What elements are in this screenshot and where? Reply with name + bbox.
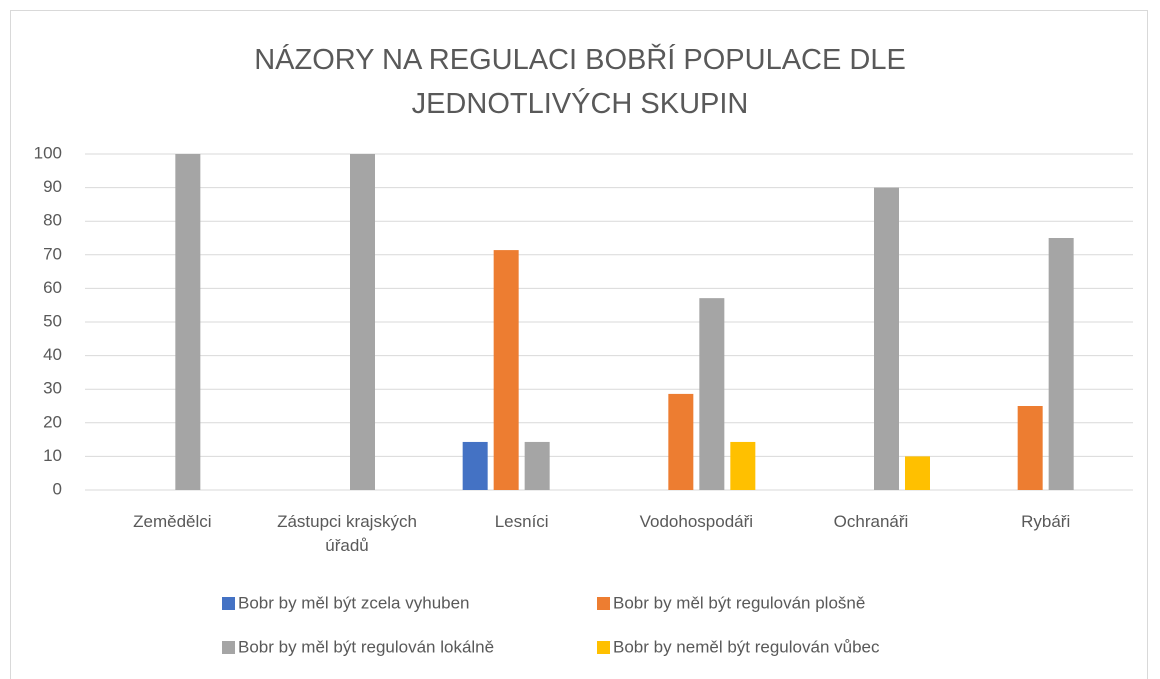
y-tick-label: 30 [43, 379, 62, 398]
legend-label: Bobr by neměl být regulován vůbec [613, 637, 880, 656]
y-tick-label: 90 [43, 177, 62, 196]
legend-label: Bobr by měl být zcela vyhuben [238, 593, 470, 612]
y-tick-label: 0 [53, 479, 62, 498]
y-tick-label: 50 [43, 311, 62, 330]
bar [524, 441, 550, 490]
legend-swatch [222, 597, 235, 610]
legend-label: Bobr by měl být regulován lokálně [238, 637, 494, 656]
x-tick-label: Lesníci [494, 512, 549, 531]
y-tick-label: 40 [43, 345, 62, 364]
x-tick-label: Zemědělci [133, 512, 212, 531]
x-tick-label: Ochranáři [833, 512, 909, 531]
legend-swatch [222, 641, 235, 654]
bar [874, 187, 899, 490]
y-tick-label: 20 [43, 412, 62, 431]
y-tick-label: 10 [43, 446, 62, 465]
bar [1017, 406, 1043, 490]
chart-frame [10, 10, 1148, 679]
bar [699, 298, 725, 490]
legend-label: Bobr by měl být regulován plošně [613, 593, 865, 612]
y-tick-label: 60 [43, 278, 62, 297]
bar [493, 250, 519, 490]
legend-swatch [597, 641, 610, 654]
bar [350, 154, 375, 490]
legend-swatch [597, 597, 610, 610]
bar [175, 154, 201, 490]
chart-title: NÁZORY NA REGULACI BOBŘÍ POPULACE DLE JE… [254, 44, 906, 120]
x-tick-label: Rybáři [1021, 512, 1071, 531]
y-tick-label: 80 [43, 211, 62, 230]
bar [905, 456, 930, 490]
bar [668, 393, 694, 490]
x-tick-label: Zástupci krajských úřadů [277, 512, 417, 555]
bar [462, 441, 488, 490]
x-tick-label: Vodohospodáři [639, 512, 754, 531]
y-tick-label: 100 [34, 143, 62, 162]
bar [730, 441, 756, 490]
bar [1048, 238, 1074, 490]
y-tick-label: 70 [43, 244, 62, 263]
